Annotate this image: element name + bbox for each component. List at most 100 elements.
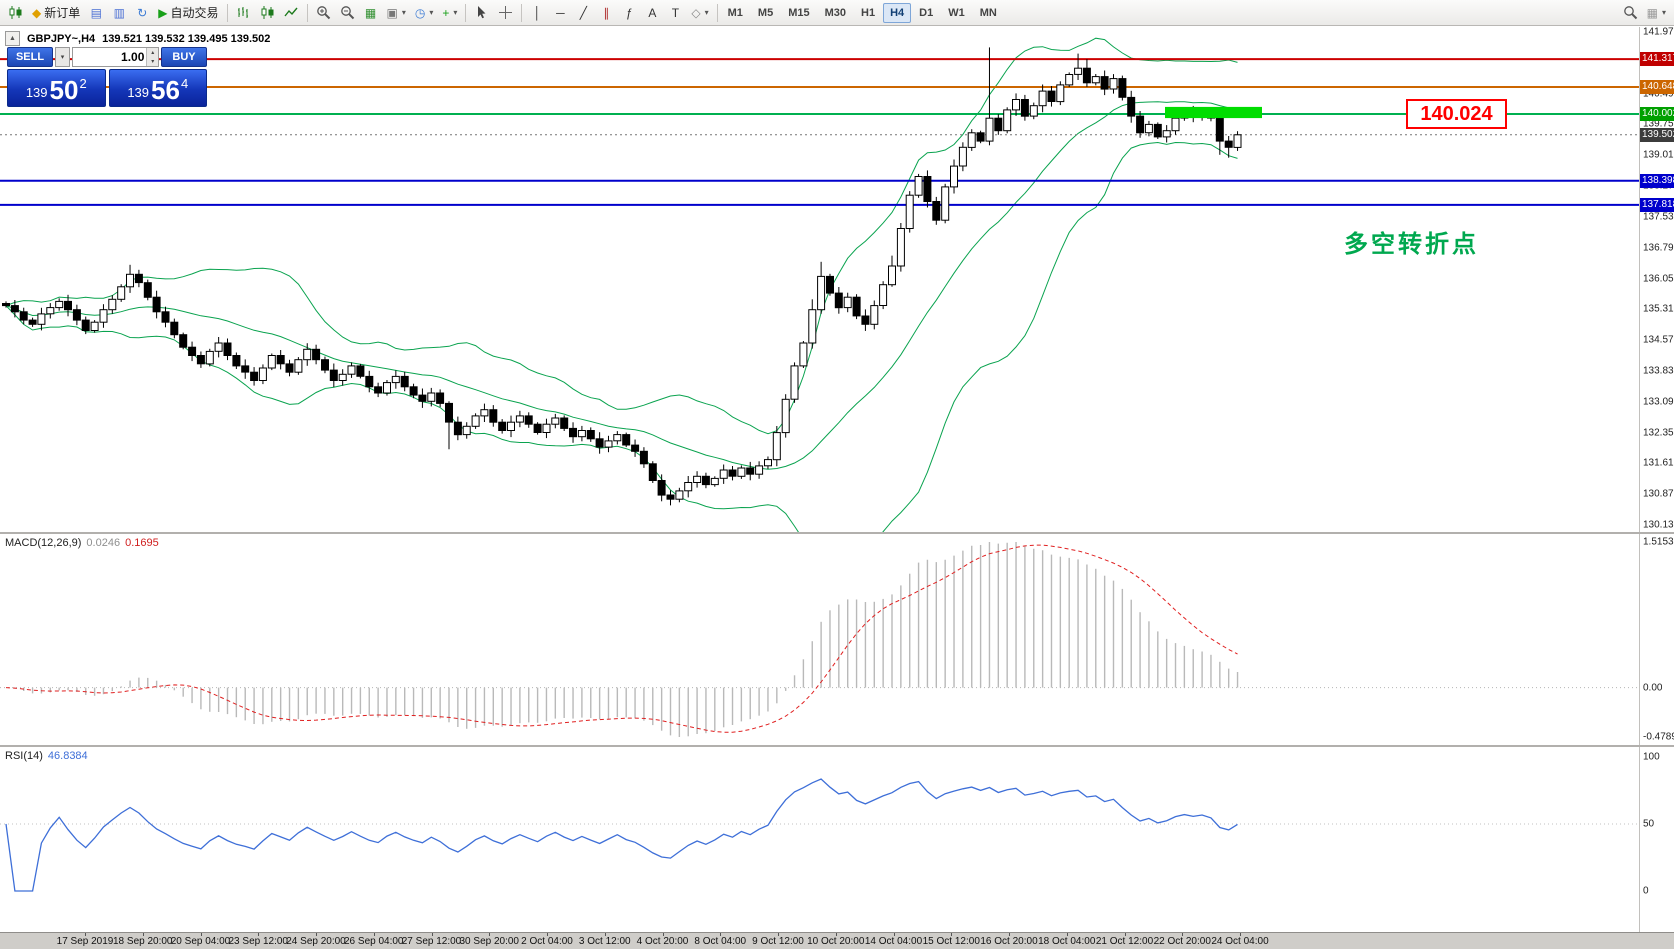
- rsi-canvas[interactable]: [0, 747, 1640, 932]
- profiles-icon[interactable]: ▥: [108, 2, 130, 24]
- period-menu-icon[interactable]: ◷ ▾: [411, 2, 438, 24]
- price-axis[interactable]: 141.970141.230140.490139.750139.010138.2…: [1639, 26, 1674, 532]
- quote-bar: ▲ GBPJPY~,H4 139.521 139.532 139.495 139…: [5, 31, 270, 46]
- timeframe-h4-button[interactable]: H4: [883, 2, 912, 23]
- volume-down-button[interactable]: ▾: [147, 57, 158, 66]
- panel-separator[interactable]: [0, 745, 1674, 747]
- zoom-out-icon[interactable]: [336, 2, 359, 24]
- price-axis-label: 133.830: [1643, 365, 1674, 377]
- highlight-zone-rect[interactable]: [1165, 106, 1262, 119]
- time-axis-label: 20 Sep 04:00: [170, 936, 231, 947]
- arrange-windows-icon[interactable]: ▣ ▾: [383, 2, 410, 24]
- time-axis-tick: [316, 933, 317, 936]
- timeframe-m30-button[interactable]: M30: [818, 3, 853, 23]
- horizontal-line-icon[interactable]: ─: [549, 2, 571, 24]
- order-type-dropdown[interactable]: ▾: [55, 47, 70, 67]
- autotrading-button[interactable]: ▶ 自动交易: [154, 2, 222, 24]
- volume-input[interactable]: [73, 48, 147, 66]
- price-axis-label: 132.350: [1643, 427, 1674, 439]
- timeframe-m15-button[interactable]: M15: [781, 3, 816, 23]
- price-badge: 137.818: [1640, 197, 1674, 212]
- indicators-menu-icon[interactable]: + ▾: [438, 2, 461, 24]
- main-chart-surface[interactable]: [0, 27, 1640, 576]
- sell-price-pip: 2: [79, 76, 87, 91]
- macd-chart-surface[interactable]: [0, 534, 1640, 750]
- timeframe-m5-button[interactable]: M5: [751, 3, 780, 23]
- cursor-icon[interactable]: [470, 2, 493, 24]
- new-order-button[interactable]: ◆ 新订单: [28, 2, 84, 24]
- toolbar-separator: [226, 3, 228, 22]
- time-axis[interactable]: 17 Sep 2019 18 Sep 20:00 20 Sep 04:00 23 Se…: [0, 932, 1674, 949]
- search-icon[interactable]: [1619, 2, 1642, 24]
- time-axis-label: 8 Oct 04:00: [694, 936, 747, 947]
- line-chart-icon[interactable]: [280, 2, 303, 24]
- sell-button[interactable]: SELL: [7, 47, 53, 67]
- timeframe-h1-button[interactable]: H1: [854, 3, 882, 23]
- app-chart-icon[interactable]: [4, 2, 27, 24]
- crosshair-icon[interactable]: [494, 2, 517, 24]
- zoom-in-icon[interactable]: [312, 2, 335, 24]
- timeframe-d1-button[interactable]: D1: [912, 3, 940, 23]
- time-axis-label: 24 Sep 20:00: [286, 936, 346, 947]
- text-icon[interactable]: A: [641, 2, 663, 24]
- equidistant-channel-icon[interactable]: ∥: [595, 2, 617, 24]
- rsi-axis[interactable]: 100 50 0: [1639, 747, 1674, 932]
- macd-panel: MACD(12,26,9) 0.0246 0.1695 1.5153 0.00 -0.4…: [0, 534, 1674, 745]
- time-axis-tick: [604, 933, 606, 936]
- rsi-chart-surface[interactable]: [0, 747, 1640, 937]
- panel-separator[interactable]: [0, 532, 1674, 534]
- volume-spinner: ▴ ▾: [146, 48, 158, 66]
- time-axis-label: 15 Oct 12:00: [922, 936, 980, 947]
- macd-signal-line: [5, 544, 1238, 733]
- time-axis-label: 14 Oct 04:00: [864, 936, 923, 947]
- time-axis-tick: [662, 933, 664, 936]
- timeframe-m1-button[interactable]: M1: [721, 3, 750, 23]
- time-axis-label: 3 Oct 12:00: [578, 936, 631, 947]
- window-layout-icon[interactable]: ▦ ▾: [1643, 2, 1670, 24]
- trendline-icon[interactable]: ╱: [572, 2, 594, 24]
- main-chart-canvas[interactable]: [0, 27, 1640, 576]
- timeframe-toolbar: M1 M5 M15 M30 H1 H4 D1 W1 MN: [721, 2, 1004, 23]
- candlestick-chart-icon[interactable]: [256, 2, 279, 24]
- price-badge: 140.648: [1640, 80, 1674, 95]
- macd-canvas[interactable]: [0, 534, 1640, 745]
- timeframe-w1-button[interactable]: W1: [941, 3, 972, 23]
- time-axis-label: 24 Oct 04:00: [1211, 936, 1269, 947]
- price-axis-label: 134.570: [1643, 334, 1674, 346]
- price-axis-label: 131.610: [1643, 457, 1674, 469]
- ohlc-values: 139.521 139.532 139.495 139.502: [102, 32, 271, 45]
- price-badge: 141.317: [1640, 52, 1674, 67]
- time-axis-tick: [778, 933, 779, 936]
- time-axis-label: 18 Sep 20:00: [113, 936, 173, 947]
- text-label-icon[interactable]: T: [664, 2, 686, 24]
- buy-button[interactable]: BUY: [161, 47, 207, 67]
- macd-axis[interactable]: 1.5153 0.00 -0.4789: [1639, 534, 1674, 745]
- vertical-line-icon[interactable]: │: [526, 2, 548, 24]
- tile-windows-icon[interactable]: ▦: [360, 2, 382, 24]
- sell-price-main: 50: [49, 75, 79, 105]
- price-annotation-box[interactable]: 140.024: [1406, 99, 1507, 129]
- collapse-trade-panel-button[interactable]: ▲: [5, 31, 20, 46]
- refresh-icon[interactable]: ↻: [131, 2, 153, 24]
- bar-chart-icon[interactable]: [232, 2, 255, 24]
- time-axis-label: 9 Oct 12:00: [752, 936, 804, 947]
- macd-histogram: [14, 542, 1239, 737]
- time-axis-tick: [835, 933, 837, 936]
- pivot-note-text[interactable]: 多空转折点: [1344, 231, 1479, 258]
- buy-price-display[interactable]: 139 56 4: [108, 69, 207, 107]
- time-axis-tick: [1182, 933, 1184, 936]
- sell-price-display[interactable]: 139 50 2: [7, 69, 106, 107]
- rsi-panel: RSI(14) 46.8384 100 50 0: [0, 747, 1674, 932]
- price-axis-label: 137.530: [1643, 211, 1674, 223]
- time-axis-label: 30 Sep 20:00: [459, 936, 520, 947]
- time-axis-tick: [951, 933, 953, 936]
- macd-name: MACD(12,26,9): [5, 537, 82, 549]
- timeframe-mn-button[interactable]: MN: [973, 3, 1004, 23]
- price-axis-label: 141.970: [1643, 26, 1674, 38]
- chart-window-icon[interactable]: ▤: [85, 2, 107, 24]
- arrows-menu-icon[interactable]: ◇ ▾: [687, 2, 712, 24]
- fibonacci-icon[interactable]: ƒ: [618, 2, 640, 24]
- volume-up-button[interactable]: ▴: [147, 48, 158, 57]
- rsi-line: [5, 778, 1238, 892]
